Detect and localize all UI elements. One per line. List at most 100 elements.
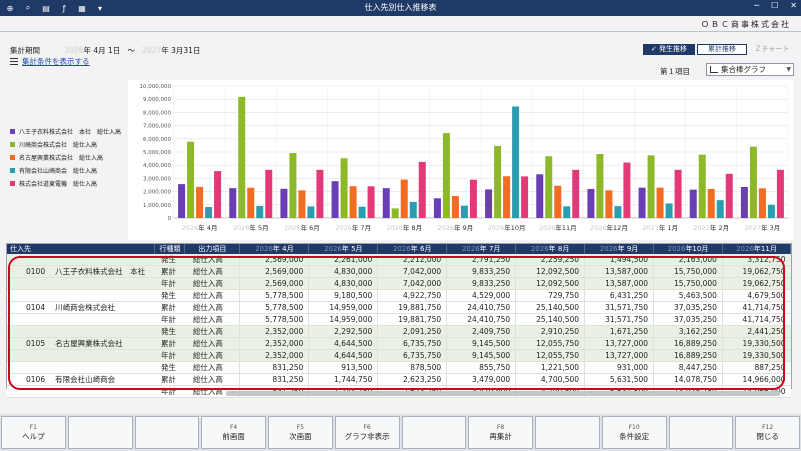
value-cell: 4,700,500 — [515, 373, 585, 386]
month-column-header[interactable]: 2026年 8月 — [515, 244, 586, 254]
bar — [767, 204, 775, 218]
function-key-label: 閉じる — [756, 432, 779, 441]
function-key-f1[interactable]: F1 ヘルプ — [1, 416, 66, 449]
value-cell: 5,778,500 — [239, 313, 309, 326]
zoom-icon[interactable]: ⌕ — [25, 3, 31, 12]
function-key-code: F4 — [229, 424, 238, 431]
function-key-f8[interactable]: F8 再集計 — [468, 416, 533, 449]
maximize-icon[interactable]: ☐ — [771, 1, 779, 10]
month-column-header[interactable]: 2026年 4月 — [239, 244, 310, 254]
show-conditions-link[interactable]: 集計条件を表示する — [10, 56, 90, 67]
graph-type-select[interactable]: 集合棒グラフ ▼ — [706, 63, 794, 76]
bar — [307, 206, 315, 218]
bar — [707, 188, 715, 218]
value-cell: 6,735,750 — [377, 337, 447, 350]
function-key-empty[interactable] — [401, 416, 467, 449]
month-column-header[interactable]: 2026年 6月 — [377, 244, 448, 254]
function-key-code: F6 — [363, 424, 371, 431]
month-column-header[interactable]: 2026年 5月 — [308, 244, 379, 254]
value-cell: 1,744,750 — [308, 373, 378, 386]
x-tick-month: 年 1月 — [659, 223, 678, 232]
table-row[interactable]: 年計 総仕入高 2,352,000 4,644,500 6,735,750 9,145,5… — [7, 349, 791, 362]
supplier-code: 0106 — [26, 375, 46, 384]
bar — [382, 188, 390, 218]
month-column-header[interactable]: 2026年 9月 — [584, 244, 655, 254]
table-row[interactable]: 0106 有限会社山崎商会 累計 総仕入高 831,250 1,744,750 2,623,… — [7, 373, 791, 386]
function-key-empty[interactable] — [134, 416, 200, 449]
tab-cumulative-trend[interactable]: 累計推移 — [697, 44, 747, 55]
column-header[interactable]: 仕入先 — [7, 244, 156, 254]
period-tilde: 〜 — [127, 46, 135, 55]
value-cell: 1,221,500 — [515, 361, 585, 374]
add-item-icon[interactable]: ⊕ — [6, 3, 14, 13]
table-row[interactable]: 発生 総仕入高 831,250 913,500 878,500 855,750 1,221,… — [7, 361, 791, 374]
table-row[interactable]: 年計 総仕入高 2,569,000 4,830,000 7,042,000 9,833,2… — [7, 277, 791, 290]
window-controls: ─ ☐ ✕ — [754, 1, 797, 10]
function-key-f6[interactable]: F6 グラフ非表示 — [334, 416, 400, 449]
month-column-header[interactable]: 2026年10月 — [653, 244, 723, 254]
function-key-f12[interactable]: F12 閉じる — [735, 416, 800, 449]
bar — [605, 190, 613, 218]
output-item-cell: 総仕入高 — [184, 373, 240, 386]
function-key-empty[interactable] — [668, 416, 734, 449]
value-cell: 831,250 — [239, 361, 309, 374]
print-icon[interactable]: ▤ — [42, 3, 50, 13]
bar — [238, 96, 246, 218]
bar — [521, 176, 529, 218]
table-row[interactable]: 0104 川崎商会株式会社 累計 総仕入高 5,778,500 14,959,000 19,… — [7, 301, 791, 314]
column-header[interactable]: 出力項目 — [184, 244, 241, 254]
tab-occurrence-trend[interactable]: ✓ 発生推移 — [643, 44, 695, 55]
bar — [689, 189, 697, 218]
table-row[interactable]: 発生 総仕入高 5,778,500 9,180,500 4,922,750 4,529,0… — [7, 289, 791, 302]
toolbar: ⊕ ⌕ ▤ ƒ ▦ ▾ — [4, 2, 106, 14]
period-to: 年 3月31日 — [161, 46, 201, 55]
x-tick-label: 2026年 8月 — [386, 223, 422, 232]
bar — [656, 187, 664, 218]
table-row[interactable]: 0105 名古屋興業株式会社 累計 総仕入高 2,352,000 4,644,500 6,7… — [7, 337, 791, 350]
excel-icon[interactable]: ▦ — [78, 3, 86, 13]
value-cell: 41,714,750 — [721, 301, 791, 314]
formula-icon[interactable]: ƒ — [62, 3, 66, 13]
function-key-label: ヘルプ — [22, 432, 45, 441]
table-row[interactable]: 年計 総仕入高 5,778,500 14,959,000 19,881,750 24,41… — [7, 313, 791, 326]
value-cell: 2,292,500 — [308, 325, 378, 338]
function-key-f5[interactable]: F5 次画面 — [268, 416, 333, 449]
value-cell: 14,078,750 — [653, 373, 723, 386]
y-tick-label: 6,000,000 — [143, 137, 171, 143]
y-tick-label: 10,000,000 — [140, 84, 172, 90]
value-cell: 31,571,750 — [584, 301, 654, 314]
table-row[interactable]: 発生 総仕入高 2,352,000 2,292,500 2,091,250 2,409,7… — [7, 325, 791, 338]
x-tick-month: 年 3月 — [761, 223, 780, 232]
horizontal-scrollbar[interactable] — [226, 391, 780, 396]
value-cell: 16,889,250 — [653, 349, 723, 362]
tab-z-chart[interactable]: Ｚチャート — [754, 45, 790, 53]
month-column-header[interactable]: 2026年11月 — [722, 244, 792, 254]
function-key-empty[interactable] — [535, 416, 600, 449]
value-cell: 19,330,500 — [721, 349, 791, 362]
supplier-code: 0104 — [26, 303, 46, 312]
y-tick-label: 4,000,000 — [143, 163, 171, 169]
table-row[interactable]: 0100 八王子衣料株式会社 本社 累計 総仕入高 2,569,000 4,830,000… — [7, 265, 791, 278]
column-header[interactable]: 行種類 — [154, 244, 186, 254]
period: 集計期間 2026年 4月 1日 〜 2027年 3月31日 — [10, 45, 200, 56]
function-key-f10[interactable]: F10 条件設定 — [601, 416, 667, 449]
bar — [229, 188, 237, 218]
supplier-code: 0105 — [26, 339, 46, 348]
x-tick-month: 年12月 — [607, 223, 628, 232]
dropdown-icon[interactable]: ▾ — [97, 3, 102, 13]
output-item-cell: 総仕入高 — [184, 301, 240, 314]
row-type-cell: 発生 — [154, 254, 185, 266]
x-tick-year: 2027 — [745, 224, 762, 232]
x-tick-year: 2026 — [335, 224, 352, 232]
supplier-table: 仕入先 行種類 出力項目 2026年 4月 2026年 5月 2026年 6月 2026年 … — [7, 244, 792, 398]
close-icon[interactable]: ✕ — [790, 1, 797, 10]
x-tick-year: 2026 — [284, 224, 301, 232]
month-header-month: 年 8月 — [548, 245, 570, 253]
function-key-f4[interactable]: F4 前画面 — [201, 416, 266, 449]
month-column-header[interactable]: 2026年 7月 — [446, 244, 517, 254]
value-cell: 13,587,000 — [584, 277, 654, 290]
table-row[interactable]: 発生 総仕入高 2,569,000 2,261,000 2,212,000 2,791,2… — [7, 254, 791, 266]
minimize-icon[interactable]: ─ — [754, 1, 760, 10]
month-header-month: 年 6月 — [410, 245, 432, 253]
function-key-empty[interactable] — [67, 416, 133, 449]
